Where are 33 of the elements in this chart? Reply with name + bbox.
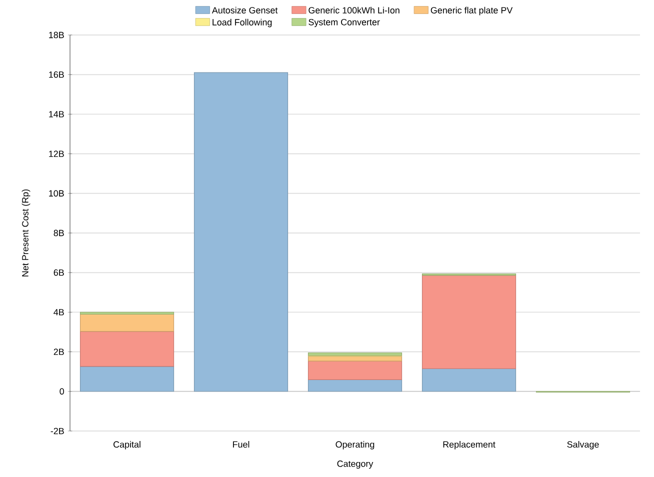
- bar: [80, 314, 174, 332]
- y-tick-label: 0: [60, 388, 64, 395]
- y-tick-label: 6B: [54, 269, 64, 276]
- legend-label: Generic flat plate PV: [430, 6, 513, 16]
- bar: [80, 331, 174, 367]
- bar: [308, 352, 402, 356]
- bar: [308, 360, 402, 380]
- legend-label: Autosize Genset: [212, 6, 278, 14]
- y-tick-label: 8B: [54, 230, 64, 236]
- x-tick-label: Capital: [114, 441, 140, 450]
- y-tick-label: -2B: [50, 428, 64, 434]
- x-tick-label: Replacement: [443, 441, 496, 450]
- y-tick-label: 16B: [49, 71, 64, 78]
- legend-label: Generic 100kWh Li-Ion: [308, 6, 400, 14]
- y-tick-label: 10B: [49, 190, 64, 197]
- x-axis-title: Category: [337, 460, 374, 469]
- bar: [308, 379, 402, 392]
- bar: [308, 356, 402, 362]
- y-tick-label: 18B: [49, 32, 64, 38]
- y-axis-title: Net Present Cost (Rp): [22, 189, 30, 276]
- legend-label: Load Following: [212, 18, 272, 28]
- y-tick-label: 4B: [54, 309, 64, 316]
- y-tick-label: 12B: [49, 150, 64, 157]
- bar: [422, 368, 516, 392]
- x-tick-label: Operating: [336, 441, 374, 450]
- bar: [194, 72, 288, 392]
- y-tick-label: 2B: [54, 348, 64, 355]
- legend-label: System Converter: [308, 18, 380, 28]
- bar: [422, 275, 516, 369]
- x-tick-label: Salvage: [567, 441, 599, 450]
- x-tick-label: Fuel: [233, 441, 250, 448]
- bar: [80, 366, 174, 392]
- y-tick-label: 14B: [49, 111, 64, 118]
